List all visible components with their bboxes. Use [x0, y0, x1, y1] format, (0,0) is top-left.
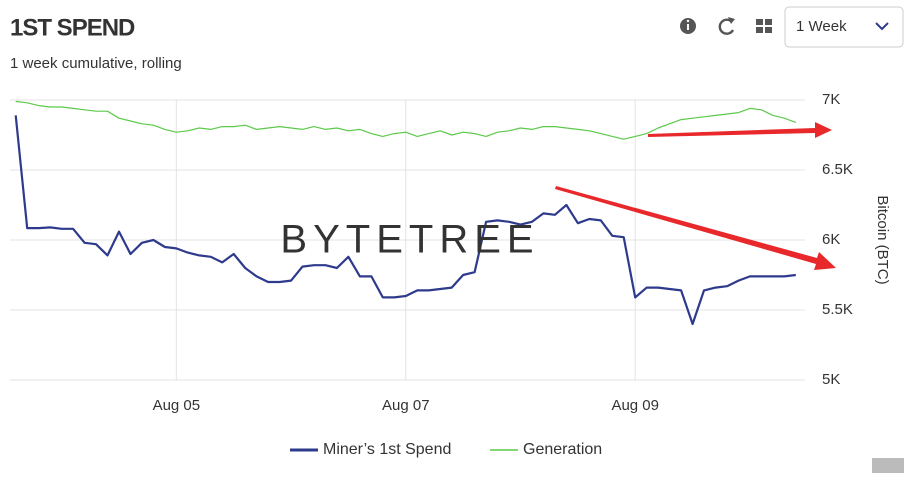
series-line [15, 100, 797, 140]
scroll-button[interactable] [872, 458, 904, 473]
legend: Miner’s 1st Spend Generation [290, 441, 602, 458]
series-line [14, 115, 796, 326]
y-tick-label: 7K [822, 91, 840, 108]
period-label: 1 Week [796, 18, 847, 35]
y-tick-label: 6K [822, 231, 840, 248]
refresh-icon[interactable] [718, 17, 735, 35]
legend-label: Generation [523, 441, 602, 458]
x-tick-label: Aug 07 [382, 397, 430, 414]
info-icon[interactable] [680, 18, 696, 34]
y-tick-label: 5.5K [822, 301, 853, 318]
plot: 5K 5.5K 6K 6.5K 7K Aug 05 Aug 07 Aug 09 [10, 91, 853, 414]
x-tick-label: Aug 09 [611, 397, 659, 414]
subtitle: 1 week cumulative, rolling [10, 55, 182, 72]
annotation-arrow [555, 122, 836, 270]
x-tick-label: Aug 05 [153, 397, 201, 414]
legend-label: Miner’s 1st Spend [323, 441, 451, 458]
grid-icon[interactable] [756, 19, 772, 33]
y-tick-label: 5K [822, 371, 840, 388]
watermark: BYTETREE [280, 218, 539, 262]
title: 1ST SPEND [10, 14, 135, 41]
y-tick-label: 6.5K [822, 161, 853, 178]
y-axis-label: Bitcoin (BTC) [874, 195, 891, 284]
period-dropdown[interactable]: 1 Week [784, 6, 904, 48]
